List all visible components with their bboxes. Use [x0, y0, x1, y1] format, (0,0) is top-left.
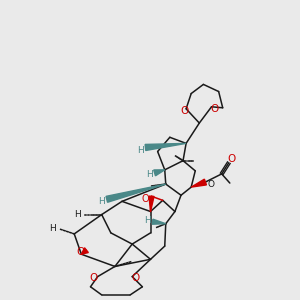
Text: H: H — [137, 146, 144, 155]
Polygon shape — [106, 184, 166, 202]
Text: H: H — [98, 197, 105, 206]
Text: O: O — [89, 273, 98, 283]
Polygon shape — [145, 143, 186, 151]
Text: O: O — [180, 106, 188, 116]
Text: H: H — [146, 170, 153, 179]
Polygon shape — [152, 219, 166, 224]
Text: O: O — [76, 247, 85, 257]
Polygon shape — [154, 170, 165, 176]
Text: H: H — [144, 216, 151, 225]
Text: H: H — [74, 210, 81, 219]
Text: O: O — [142, 194, 149, 204]
Polygon shape — [81, 248, 88, 254]
Text: O: O — [211, 104, 219, 114]
Text: O: O — [228, 154, 236, 164]
Text: O: O — [207, 180, 214, 189]
Polygon shape — [149, 196, 154, 212]
Polygon shape — [191, 179, 206, 187]
Text: O: O — [131, 273, 140, 283]
Text: H: H — [50, 224, 56, 233]
